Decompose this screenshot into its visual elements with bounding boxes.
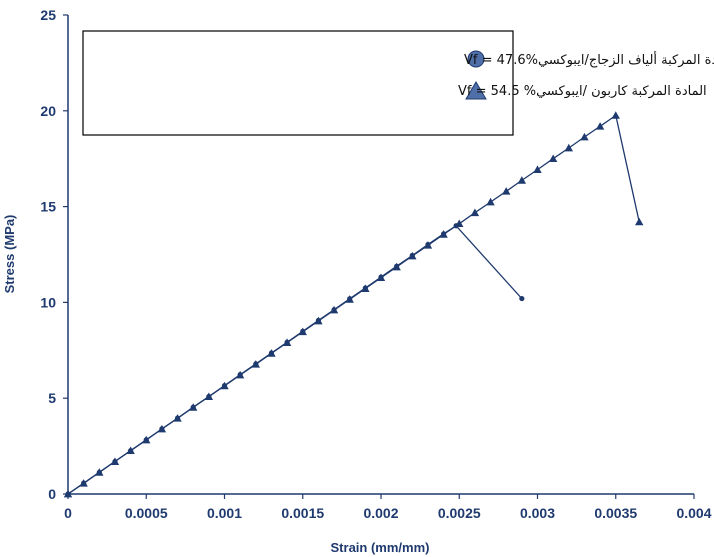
data-point [79, 479, 88, 487]
series-line-2 [67, 114, 640, 495]
legend: المادة المركبة ألياف الزجاج/ايبوكسي%47.6… [82, 30, 714, 136]
y-axis-title: Stress (MPa) [2, 215, 17, 294]
data-point [533, 165, 542, 173]
data-point [142, 435, 151, 444]
data-point [595, 122, 605, 130]
data-point [204, 392, 214, 401]
data-point [282, 338, 292, 346]
data-point [392, 262, 401, 271]
x-tick-label: 0.0005 [125, 505, 168, 521]
data-point [298, 327, 307, 336]
x-tick-label: 0.0035 [594, 505, 637, 521]
x-tick-label: 0.0015 [281, 505, 324, 521]
x-tick-label: 0.001 [207, 505, 242, 521]
x-tick-label: 0.003 [520, 505, 555, 521]
data-point [519, 295, 525, 302]
data-point [408, 251, 417, 260]
data-point [220, 381, 229, 390]
x-tick-label: 0.0025 [438, 505, 481, 521]
data-point [439, 230, 448, 238]
data-point [235, 370, 245, 379]
data-point [486, 197, 495, 206]
y-tick-label: 0 [48, 486, 56, 502]
y-tick-label: 5 [48, 390, 56, 406]
data-point [126, 446, 135, 455]
ticks: 0 0.0005 0.001 0.0015 0.002 0.0025 0.003 0.0035… [40, 7, 711, 521]
legend-item-carbon-epoxy: المادة المركبة كاربون /ايبوكسي% 54.5 = V… [458, 84, 707, 99]
legend-item-glass-epoxy: المادة المركبة ألياف الزجاج/ايبوكسي%47.6… [464, 51, 714, 68]
data-point [314, 316, 323, 325]
data-point [173, 414, 182, 422]
x-tick-label: 0 [64, 505, 72, 521]
data-point [470, 208, 480, 217]
data-point [580, 132, 589, 141]
data-point [517, 176, 527, 184]
data-point [267, 349, 276, 357]
data-point [564, 143, 573, 152]
data-point [635, 217, 644, 226]
data-point [548, 154, 558, 163]
data-point [611, 111, 620, 119]
data-point [189, 403, 198, 411]
series-line-1 [67, 224, 523, 495]
x-tick-label: 0.002 [363, 505, 398, 521]
legend-box [82, 30, 514, 136]
data-point [251, 360, 260, 368]
x-tick-label: 0.004 [676, 505, 711, 521]
data-point [361, 284, 370, 292]
data-point [157, 424, 167, 433]
series-layer [63, 111, 644, 498]
circle-marker-icon [467, 50, 485, 68]
data-point [455, 219, 464, 228]
y-tick-label: 20 [40, 103, 56, 119]
data-point [95, 468, 104, 476]
data-point [110, 457, 120, 465]
y-tick-label: 15 [40, 199, 56, 215]
data-point [329, 305, 339, 314]
data-point [502, 187, 511, 195]
triangle-marker-icon [465, 81, 487, 100]
data-point [63, 489, 73, 498]
x-axis-title: Strain (mm/mm) [331, 540, 430, 555]
data-point [423, 241, 433, 249]
data-point [345, 295, 354, 303]
data-point [376, 273, 386, 282]
y-tick-label: 25 [40, 7, 56, 23]
y-tick-label: 10 [40, 294, 56, 310]
